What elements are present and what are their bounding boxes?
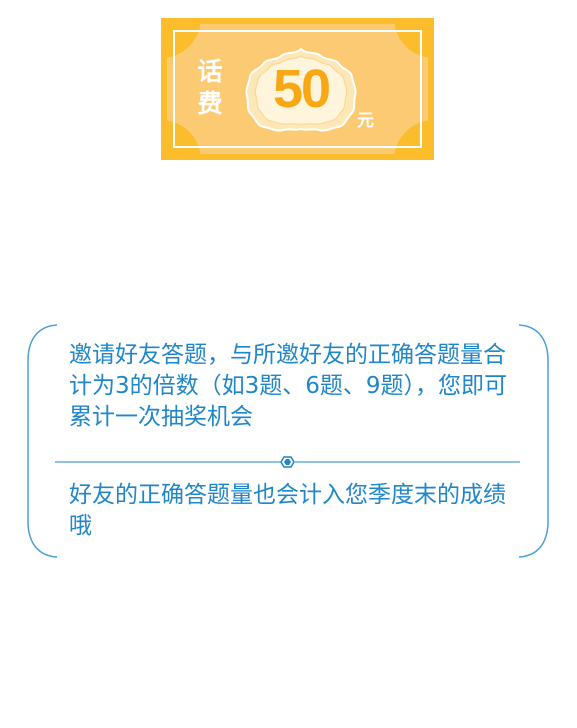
voucher-unit: 元 bbox=[357, 111, 374, 131]
rule-item: 好友的正确答题量也会计入您季度末的成绩哦 bbox=[69, 482, 506, 539]
voucher-amount: 50 bbox=[272, 59, 331, 119]
rules-panel: 邀请好友答题，与所邀好友的正确答题量合计为3的倍数（如3题、6题、9题），您即可… bbox=[27, 324, 549, 558]
divider-diamond-icon bbox=[55, 456, 520, 468]
rules-border bbox=[27, 324, 549, 558]
rule-item: 邀请好友答题，与所邀好友的正确答题量合计为3的倍数（如3题、6题、9题），您即可… bbox=[69, 342, 508, 430]
voucher-label: 话费 bbox=[197, 57, 223, 118]
voucher-frame bbox=[173, 30, 422, 148]
phone-credit-voucher: 话费 50 元 bbox=[161, 18, 434, 160]
scalloped-seal-icon bbox=[245, 46, 357, 132]
